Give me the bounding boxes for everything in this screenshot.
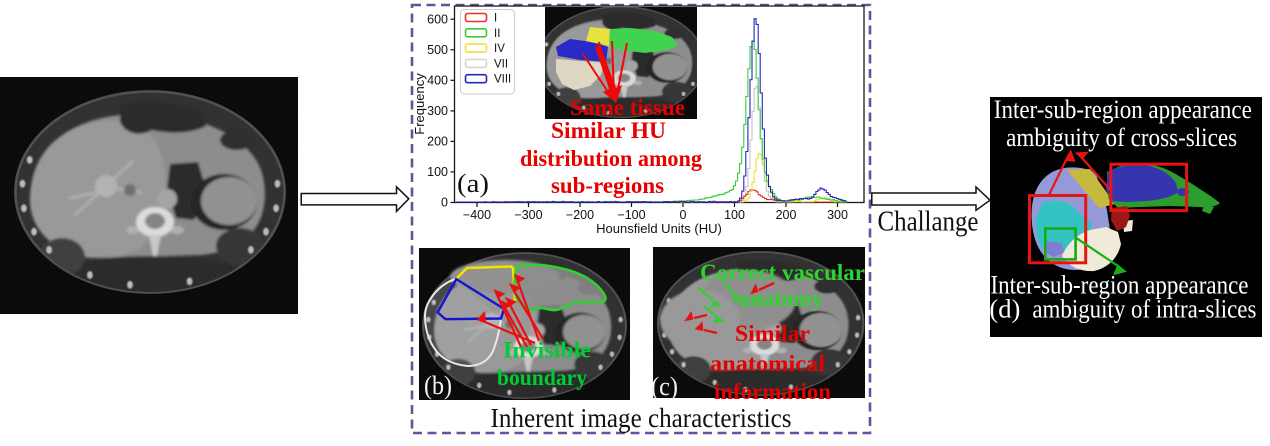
svg-text:−200: −200 [566,208,594,222]
svg-text:II: II [494,28,500,40]
svg-text:(c): (c) [651,372,678,401]
svg-text:Similar HU: Similar HU [551,118,666,144]
svg-text:−300: −300 [514,208,542,222]
svg-text:Hounsfield Units (HU): Hounsfield Units (HU) [596,221,722,236]
svg-text:100: 100 [427,165,448,179]
svg-text:boundary: boundary [497,365,587,391]
svg-text:(b): (b) [424,371,452,400]
svg-text:(d): (d) [989,295,1020,324]
svg-text:sub-regions: sub-regions [551,173,664,199]
svg-text:Inter-sub-region appearance: Inter-sub-region appearance [991,271,1249,300]
svg-text:500: 500 [427,43,448,57]
svg-text:200: 200 [776,208,797,222]
svg-text:Frequency: Frequency [412,73,427,135]
svg-text:VIII: VIII [494,74,511,86]
svg-text:I: I [494,13,497,25]
svg-text:anatomy: anatomy [739,286,823,312]
svg-text:300: 300 [427,104,448,118]
svg-text:Same tissue: Same tissue [570,95,685,121]
svg-text:Invisible: Invisible [503,338,591,364]
svg-text:−100: −100 [617,208,645,222]
svg-text:anatomical: anatomical [710,351,825,377]
svg-text:100: 100 [724,208,745,222]
svg-text:distribution among: distribution among [520,146,702,172]
svg-text:Challange: Challange [878,207,979,238]
svg-text:VII: VII [494,58,508,70]
svg-text:(a): (a) [457,169,489,198]
svg-text:Similar: Similar [735,321,810,347]
svg-text:information: information [714,379,831,405]
svg-text:200: 200 [427,135,448,149]
svg-text:0: 0 [441,196,448,210]
svg-text:400: 400 [427,74,448,88]
svg-text:ambiguity of cross-slices: ambiguity of cross-slices [1006,123,1237,152]
svg-text:600: 600 [427,12,448,26]
svg-text:0: 0 [680,208,687,222]
svg-text:ambiguity of intra-slices: ambiguity of intra-slices [1032,295,1256,324]
svg-text:Inherent image characteristics: Inherent image characteristics [491,402,792,433]
svg-text:Correct vascular: Correct vascular [700,260,865,286]
svg-text:IV: IV [494,43,505,55]
svg-text:−400: −400 [463,208,491,222]
svg-text:300: 300 [827,208,848,222]
svg-text:Inter-sub-region appearance: Inter-sub-region appearance [994,95,1252,124]
